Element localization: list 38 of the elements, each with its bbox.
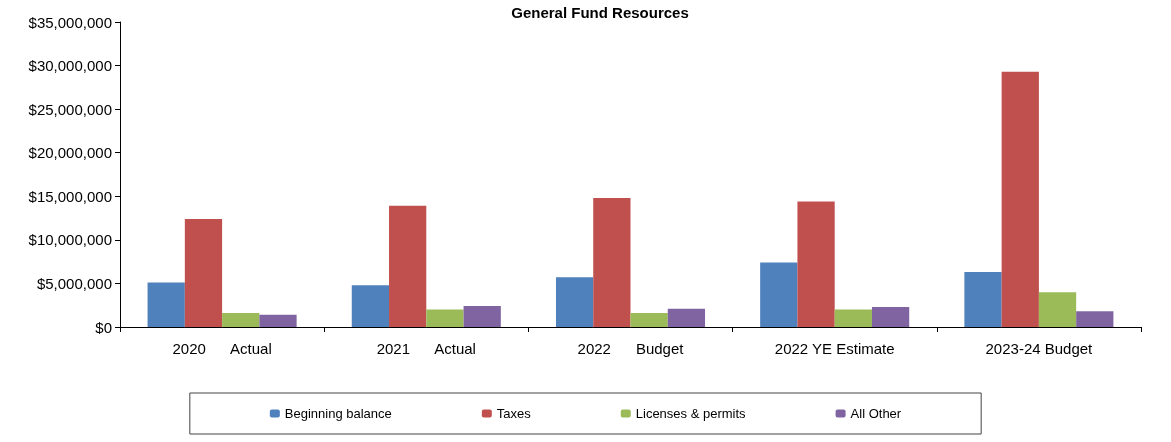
bar [426,309,464,327]
bar [1038,292,1077,327]
bar [834,309,872,327]
bar [593,198,631,327]
bar [389,205,427,327]
y-tick-label: $30,000,000 [28,57,112,75]
bar [760,262,798,327]
legend-label: Licenses & permits [635,406,747,421]
bar [351,285,390,327]
bar [1001,71,1039,327]
x-tick-label: 2022 YE Estimate [774,340,895,357]
y-tick-label: $35,000,000 [28,13,112,31]
y-tick-label: $10,000,000 [28,231,112,249]
bar [1076,311,1114,327]
bar [184,218,223,327]
y-tick-label: $0 [95,318,112,336]
x-tick-label: 2022 Budget [577,340,685,357]
legend-label: Beginning balance [284,406,392,421]
legend-label: All Other [850,406,902,421]
legend-label: Taxes [496,406,532,421]
bar [259,314,297,327]
bar [630,313,668,327]
bar [555,277,594,327]
chart-title: General Fund Resources [511,4,689,21]
bar [222,313,260,327]
bar [463,306,501,327]
y-tick-label: $25,000,000 [28,100,112,118]
x-tick-label: 2023-24 Budget [985,340,1094,357]
x-tick-label: 2020 Actual [172,340,272,357]
bar [797,201,835,327]
bar [667,308,706,327]
y-tick-label: $20,000,000 [28,144,112,162]
bar [147,282,185,327]
y-tick-label: $15,000,000 [28,187,112,205]
bar [964,272,1002,327]
bar [871,306,910,327]
y-tick-label: $5,000,000 [36,274,112,292]
x-tick-label: 2021 Actual [376,340,476,357]
